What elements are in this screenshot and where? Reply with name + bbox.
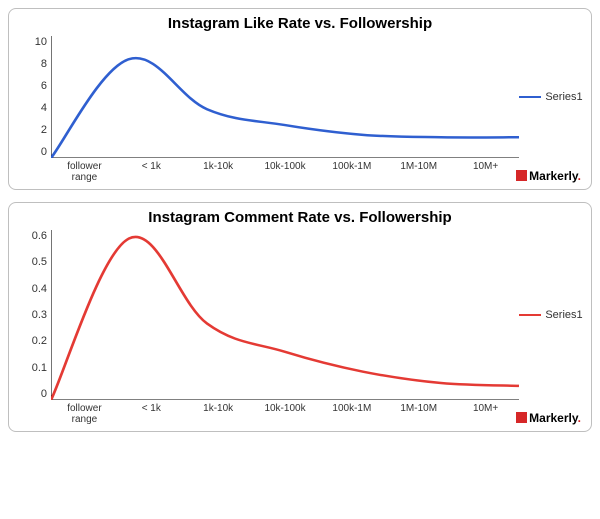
chart-panel-1: Instagram Comment Rate vs. Followership 0… <box>8 202 592 432</box>
y-axis-labels: 10 8 6 4 2 0 <box>17 36 51 158</box>
y-tick-label: 0.5 <box>32 256 47 268</box>
legend-swatch <box>519 314 541 316</box>
brand-logo: Markerly. <box>516 169 581 183</box>
brand-name: Markerly <box>529 169 577 183</box>
y-tick-label: 0 <box>41 146 47 158</box>
x-axis-labels: follower range< 1k1k-10k10k-100k100k-1M1… <box>17 400 583 425</box>
x-tick-label: 1k-10k <box>185 158 252 183</box>
y-tick-label: 0 <box>41 388 47 400</box>
x-tick-label: 1k-10k <box>185 400 252 425</box>
chart-title: Instagram Like Rate vs. Followership <box>17 15 583 32</box>
plot-area <box>51 36 519 158</box>
y-tick-label: 0.1 <box>32 362 47 374</box>
chart-panel-0: Instagram Like Rate vs. Followership 10 8 6… <box>8 8 592 190</box>
chart-body: 10 8 6 4 2 0 Series1 <box>17 36 583 158</box>
x-tick-label: 100k-1M <box>318 400 385 425</box>
chart-body: 0.6 0.5 0.4 0.3 0.2 0.1 0 Series1 <box>17 230 583 400</box>
legend-label: Series1 <box>545 309 582 321</box>
y-tick-label: 0.4 <box>32 283 47 295</box>
brand-dot: . <box>578 169 581 183</box>
y-tick-label: 10 <box>35 36 47 48</box>
y-tick-label: 0.2 <box>32 335 47 347</box>
y-tick-label: 2 <box>41 124 47 136</box>
y-tick-label: 0.6 <box>32 230 47 242</box>
legend: Series1 <box>519 230 583 400</box>
x-tick-label: 10k-100k <box>252 400 319 425</box>
brand-icon <box>516 170 527 181</box>
x-tick-label: follower range <box>51 400 118 425</box>
y-tick-label: 0.3 <box>32 309 47 321</box>
plot-area <box>51 230 519 400</box>
x-tick-label: < 1k <box>118 400 185 425</box>
series-line <box>51 237 519 400</box>
x-tick-label: < 1k <box>118 158 185 183</box>
x-tick-label: 100k-1M <box>318 158 385 183</box>
y-axis-labels: 0.6 0.5 0.4 0.3 0.2 0.1 0 <box>17 230 51 400</box>
y-tick-label: 8 <box>41 58 47 70</box>
chart-svg <box>51 36 519 158</box>
x-tick-label: 1M-10M <box>385 158 452 183</box>
legend: Series1 <box>519 36 583 158</box>
brand-logo: Markerly. <box>516 411 581 425</box>
x-tick-label: 1M-10M <box>385 400 452 425</box>
y-tick-label: 4 <box>41 102 47 114</box>
legend-swatch <box>519 96 541 98</box>
brand-name: Markerly <box>529 411 577 425</box>
chart-title: Instagram Comment Rate vs. Followership <box>17 209 583 226</box>
y-tick-label: 6 <box>41 80 47 92</box>
series-line <box>51 58 519 158</box>
chart-svg <box>51 230 519 400</box>
x-axis-labels: follower range< 1k1k-10k10k-100k100k-1M1… <box>17 158 583 183</box>
x-tick-label: 10M+ <box>452 158 519 183</box>
brand-icon <box>516 412 527 423</box>
x-tick-label: follower range <box>51 158 118 183</box>
x-tick-label: 10k-100k <box>252 158 319 183</box>
legend-label: Series1 <box>545 91 582 103</box>
brand-dot: . <box>578 411 581 425</box>
x-tick-label: 10M+ <box>452 400 519 425</box>
